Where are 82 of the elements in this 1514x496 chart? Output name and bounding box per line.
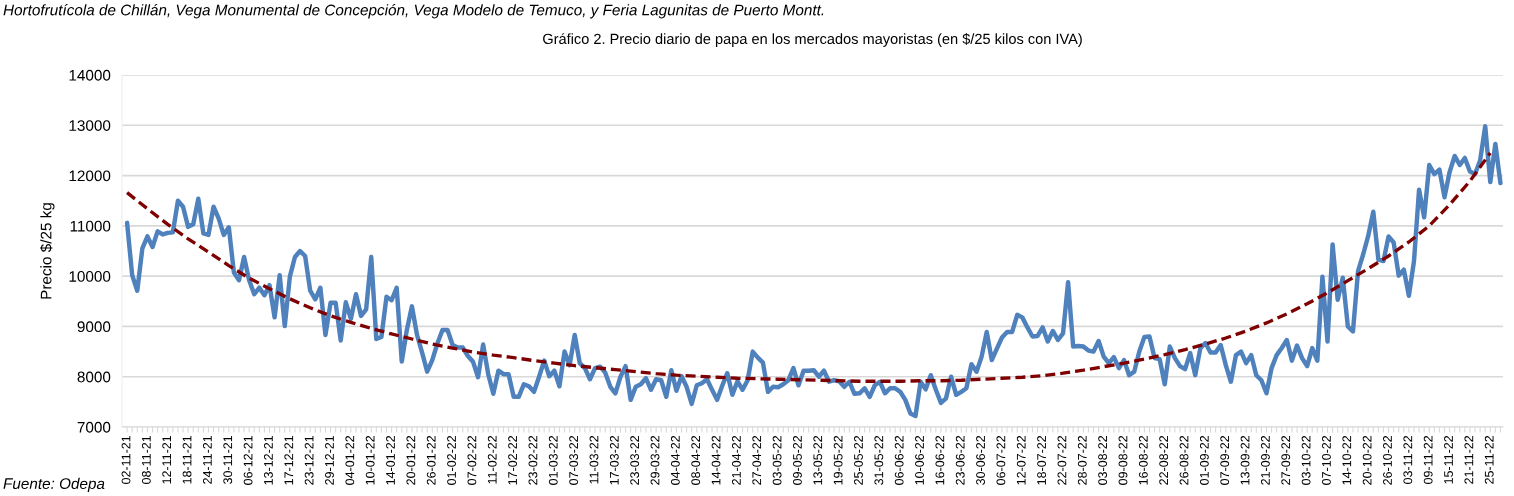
y-tick-label: 13000 — [69, 120, 111, 131]
x-tick-label: 12-11-21 — [162, 435, 172, 484]
x-tick-label: 17-02-22 — [508, 435, 518, 485]
x-tick-label: 23-12-21 — [304, 435, 314, 485]
x-tick-label: 20-10-22 — [1362, 435, 1372, 485]
x-tick-label: 17-03-22 — [609, 435, 619, 485]
x-tick-label: 07-03-22 — [569, 435, 579, 485]
x-tick-label: 03-08-22 — [1098, 435, 1108, 485]
x-tick-label: 17-12-21 — [284, 435, 294, 485]
x-tick-label: 08-11-21 — [141, 435, 151, 484]
y-tick-label: 8000 — [77, 371, 111, 383]
x-tick-label: 09-08-22 — [1118, 435, 1128, 485]
x-tick-label: 22-08-22 — [1159, 435, 1169, 485]
y-tick-label: 9000 — [77, 321, 111, 333]
x-tick-label: 13-12-21 — [264, 435, 273, 485]
x-tick-label: 27-04-22 — [752, 435, 762, 485]
x-tick-label: 23-02-22 — [528, 435, 538, 485]
x-tick-label: 06-12-21 — [243, 435, 253, 485]
x-tick-label: 07-09-22 — [1220, 435, 1230, 485]
x-tick-label: 02-11-21 — [121, 435, 131, 484]
source-note: Fuente: Odepa — [3, 477, 105, 493]
line-series — [125, 151, 1492, 383]
line-series — [124, 124, 1503, 419]
x-tick-label: 01-03-22 — [548, 435, 558, 485]
x-tick-label: 18-07-22 — [1037, 435, 1047, 485]
y-tick-label: 12000 — [69, 170, 111, 182]
y-tick-label: 14000 — [69, 69, 111, 81]
x-tick-label: 07-02-22 — [467, 435, 477, 485]
x-tick-label: 01-09-22 — [1199, 435, 1209, 485]
x-tick-label: 10-01-22 — [365, 435, 375, 485]
y-tick-label: 11000 — [70, 220, 111, 232]
x-tick-label: 29-03-22 — [650, 435, 660, 485]
x-tick-label: 28-07-22 — [1077, 435, 1087, 485]
x-tick-label: 03-05-22 — [772, 435, 782, 485]
x-tick-label: 21-04-22 — [731, 435, 741, 485]
x-tick-label: 14-01-22 — [386, 435, 395, 485]
x-tick-label: 29-12-21 — [325, 435, 334, 485]
x-tick-label: 11-03-22 — [589, 435, 599, 484]
x-tick-label: 03-11-22 — [1403, 435, 1413, 484]
x-tick-label: 14-04-22 — [711, 435, 721, 485]
y-tick-label: 7000 — [77, 421, 111, 433]
x-tick-label: 24-11-21 — [202, 435, 212, 484]
x-tick-label: 25-05-22 — [854, 435, 863, 485]
x-tick-label: 19-05-22 — [833, 435, 843, 485]
x-tick-label: 13-05-22 — [813, 435, 823, 485]
x-tick-label: 23-06-22 — [955, 435, 965, 485]
x-tick-label: 13-09-22 — [1240, 435, 1250, 485]
chart-title: Gráfico 2. Precio diario de papa en los mercados mayoristas (en $/25 kilos con IVA) — [543, 33, 1082, 47]
x-tick-label: 03-10-22 — [1301, 435, 1311, 485]
x-tick-label: 14-10-22 — [1342, 435, 1352, 485]
x-tick-label: 01-02-22 — [447, 435, 456, 485]
x-tick-label: 11-02-22 — [487, 435, 497, 484]
x-tick-label: 16-08-22 — [1138, 435, 1148, 485]
x-tick-label: 31-05-22 — [874, 435, 884, 485]
x-tick-label: 15-11-22 — [1444, 435, 1453, 484]
x-tick-label: 23-03-22 — [630, 435, 640, 485]
x-tick-label: 08-04-22 — [691, 435, 701, 485]
x-tick-label: 09-05-22 — [793, 435, 802, 485]
x-tick-label: 30-11-21 — [223, 435, 233, 484]
x-tick-label: 16-06-22 — [935, 435, 945, 485]
y-axis-title: Precio $/25 kg — [40, 203, 55, 299]
x-tick-label: 09-11-22 — [1423, 435, 1433, 484]
x-tick-label: 30-06-22 — [976, 435, 985, 485]
x-tick-label: 26-01-22 — [426, 435, 436, 485]
x-tick-label: 04-04-22 — [670, 435, 680, 485]
x-tick-label: 26-08-22 — [1179, 435, 1189, 485]
x-tick-label: 07-10-22 — [1322, 435, 1331, 485]
x-tick-label: 12-07-22 — [1016, 435, 1026, 485]
x-tick-label: 06-06-22 — [894, 435, 904, 485]
x-tick-label: 06-07-22 — [996, 435, 1006, 485]
x-tick-label: 21-11-22 — [1464, 435, 1474, 484]
x-tick-label: 04-01-22 — [345, 435, 355, 485]
x-tick-label: 27-09-22 — [1281, 435, 1291, 485]
x-tick-label: 26-10-22 — [1383, 435, 1392, 485]
x-tick-label: 22-07-22 — [1057, 435, 1067, 485]
x-tick-label: 20-01-22 — [406, 435, 416, 485]
x-tick-label: 18-11-21 — [182, 435, 192, 484]
x-tick-label: 10-06-22 — [915, 435, 924, 485]
y-tick-label: 10000 — [69, 271, 111, 282]
x-tick-label: 21-09-22 — [1260, 435, 1270, 485]
x-tick-label: 25-11-22 — [1484, 435, 1494, 484]
text: Hortofrutícola de Chillán, Vega Monumental de Concepción, Vega Modelo de Temuco, y Feria Lagunitas de Puerto Montt. — [3, 4, 824, 19]
